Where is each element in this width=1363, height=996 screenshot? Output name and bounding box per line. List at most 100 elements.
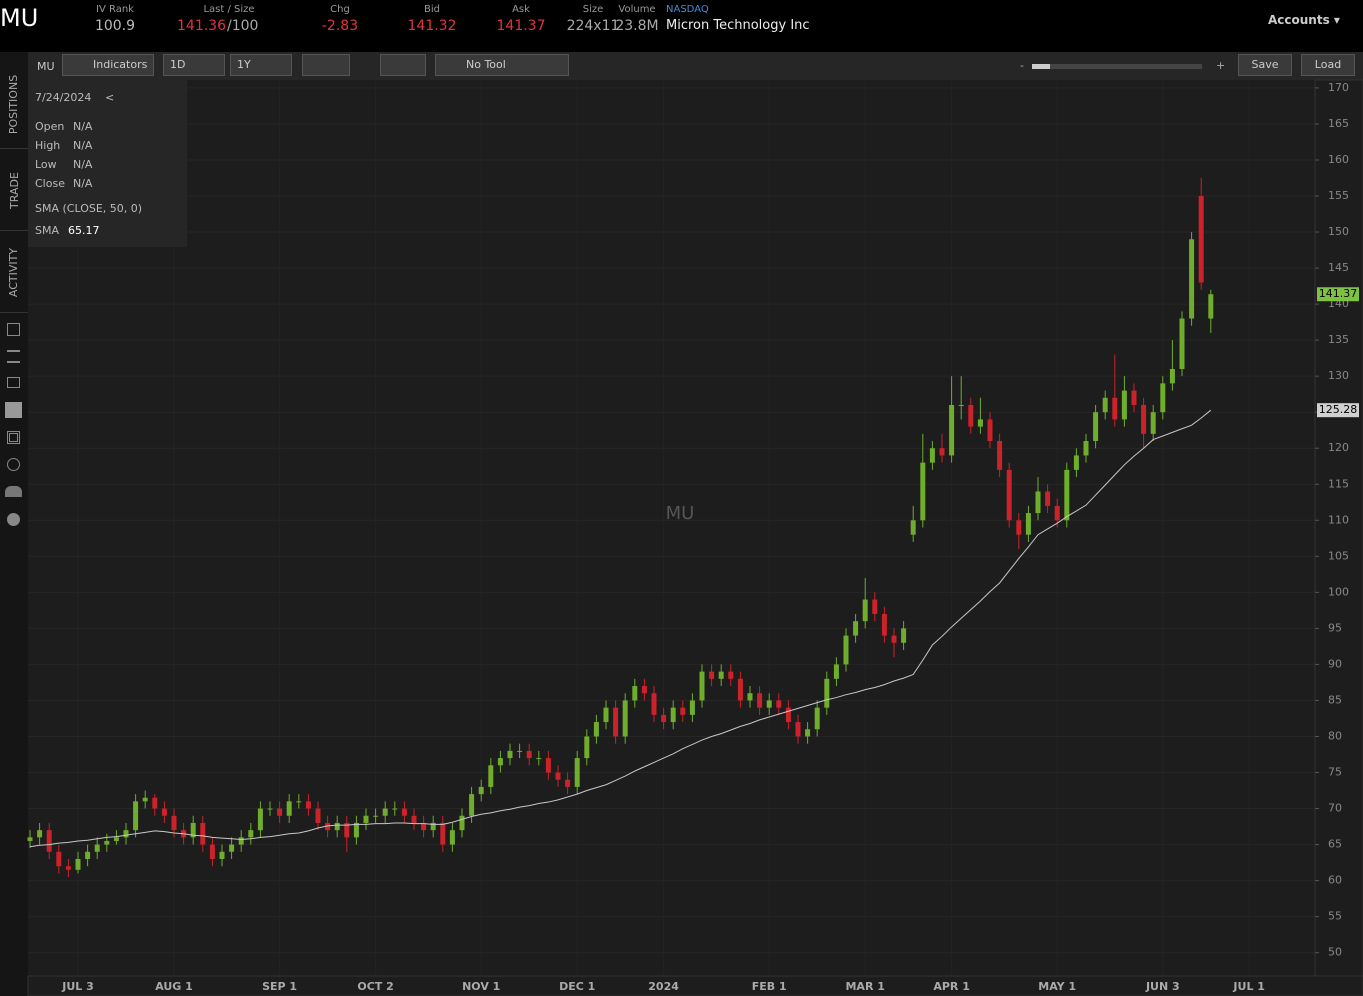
load-button[interactable]: Load (1301, 54, 1355, 76)
candle-body (152, 797, 158, 809)
candle-body (843, 635, 849, 665)
x-tick-label: MAR 1 (845, 980, 884, 993)
candle-body (814, 707, 820, 730)
icon[interactable] (7, 323, 20, 336)
candle-body (200, 822, 206, 845)
price-tag-label: 141.37 (1319, 287, 1358, 300)
candle-body (776, 700, 782, 708)
candle-body (190, 822, 196, 838)
candle-body (497, 758, 503, 766)
candle-body (209, 844, 215, 859)
tool-select[interactable]: No Tool (435, 54, 569, 76)
candle-body (334, 822, 340, 831)
symbol: MU (0, 4, 39, 32)
y-tick-label: 95 (1328, 621, 1342, 634)
candle-body (1064, 469, 1070, 521)
icon[interactable] (7, 513, 20, 526)
x-tick-label: JUL 3 (61, 980, 94, 993)
candle-body (1016, 520, 1022, 535)
candle-body (219, 851, 225, 859)
icon[interactable] (7, 377, 20, 388)
x-tick-label: MAY 1 (1038, 980, 1076, 993)
side-tab[interactable]: TRADE (0, 150, 28, 231)
y-tick-label: 65 (1328, 838, 1342, 851)
candle-body (353, 822, 359, 838)
x-tick-label: APR 1 (933, 980, 970, 993)
candle-body (133, 801, 139, 831)
y-tick-label: 80 (1328, 729, 1342, 742)
field-label: Ask (512, 4, 530, 15)
candle-body (27, 837, 33, 841)
candle-body (901, 628, 907, 643)
candle-body (833, 664, 839, 679)
field-value: 141.32 (407, 18, 457, 34)
x-tick-label: JUL 1 (1232, 980, 1265, 993)
y-tick-label: 90 (1328, 657, 1342, 670)
indicators-button[interactable]: Indicators (62, 54, 154, 76)
icon[interactable] (7, 431, 20, 444)
zoom-out[interactable]: - (1020, 59, 1024, 72)
candle-body (1093, 412, 1099, 442)
y-tick-label: 135 (1328, 333, 1349, 346)
candle-body (1160, 383, 1166, 413)
candle-body (1131, 390, 1137, 405)
icon[interactable] (7, 458, 20, 471)
candle-body (1006, 469, 1012, 521)
icon[interactable] (5, 486, 22, 497)
style-select[interactable] (302, 54, 350, 76)
candle-body (277, 808, 283, 816)
y-tick-label: 75 (1328, 766, 1342, 779)
candle-body (305, 801, 311, 809)
candle-body (286, 801, 292, 816)
side-tab[interactable]: ACTIVITY (0, 232, 28, 313)
candle-body (37, 830, 43, 838)
candle-body (881, 613, 887, 636)
data-back[interactable]: < (105, 91, 115, 104)
zoom-in[interactable]: + (1216, 59, 1226, 72)
x-tick-label: JUN 3 (1145, 980, 1180, 993)
save-button[interactable]: Save (1238, 54, 1292, 76)
sma-value: 65.17 (68, 224, 100, 237)
candle-body (1025, 513, 1031, 535)
candle-body (1179, 318, 1185, 369)
zoom-slider[interactable] (1032, 64, 1202, 69)
candle-body (987, 419, 993, 442)
y-tick-label: 50 (1328, 946, 1342, 959)
accounts-menu[interactable]: Accounts ▾ (1268, 13, 1340, 27)
candle-body (737, 678, 743, 701)
candle-body (1121, 390, 1127, 420)
candle-body (977, 419, 983, 427)
icon[interactable] (5, 402, 22, 418)
candle-body (104, 840, 110, 845)
y-tick-label: 155 (1328, 189, 1349, 202)
range-select[interactable]: 1Y (230, 54, 292, 76)
field-value: 23.8M (615, 18, 659, 34)
candle-body (929, 448, 935, 463)
data-date: 7/24/2024 (35, 91, 92, 104)
candle-body (46, 830, 52, 852)
candle-body (488, 765, 494, 787)
candle-body (478, 786, 484, 795)
button-label: Load (1314, 58, 1342, 71)
row-value: N/A (73, 139, 93, 152)
candle-body (1169, 368, 1175, 384)
x-tick-label: OCT 2 (357, 980, 393, 993)
candle-body (555, 772, 561, 780)
candle-body (862, 599, 868, 622)
candle-body (853, 621, 859, 636)
candle-body (363, 815, 369, 823)
icon[interactable] (7, 350, 20, 363)
candle-body (392, 808, 398, 810)
side-tab[interactable]: POSITIONS (0, 60, 28, 149)
candle-body (430, 822, 436, 831)
candle-body (757, 693, 763, 708)
candle-body (257, 808, 263, 831)
candle-body (248, 830, 254, 838)
candle-body (536, 758, 542, 760)
field-label: Bid (424, 4, 440, 15)
crosshair-select[interactable] (380, 54, 426, 76)
x-tick-label: NOV 1 (462, 980, 500, 993)
aggregation-select[interactable]: 1D (163, 54, 225, 76)
